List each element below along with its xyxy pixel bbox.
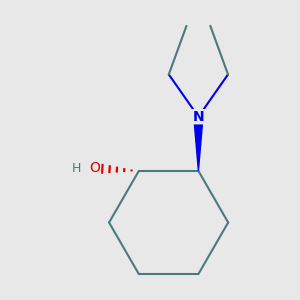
Text: N: N <box>193 110 204 124</box>
Text: O: O <box>89 161 100 175</box>
Polygon shape <box>194 117 203 171</box>
Text: H: H <box>72 162 81 175</box>
